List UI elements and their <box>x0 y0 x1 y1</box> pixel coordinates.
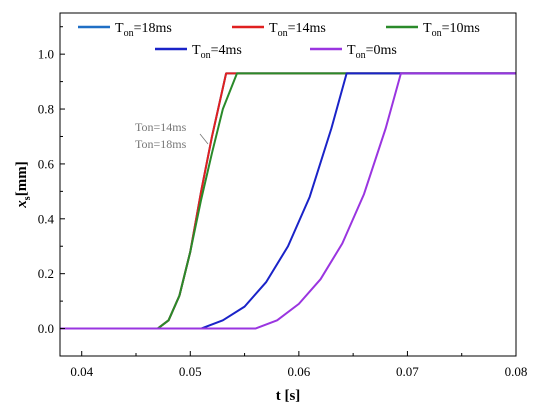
x-axis-label: t [s] <box>276 388 301 404</box>
y-tick-label: 0.4 <box>38 211 55 226</box>
x-tick-label: 0.05 <box>179 364 202 379</box>
y-tick-label: 0.6 <box>38 156 55 171</box>
plot-frame <box>59 12 517 357</box>
series-line-ton-0ms <box>60 72 516 330</box>
x-tick-label: 0.06 <box>287 364 310 379</box>
legend-label: Ton=0ms <box>347 43 397 61</box>
legend-item: Ton=14ms <box>232 21 326 39</box>
legend-label: Ton=18ms <box>115 21 172 39</box>
series-layer <box>60 72 516 330</box>
legend-label: Ton=14ms <box>269 21 326 39</box>
legend-item: Ton=18ms <box>78 21 172 39</box>
y-tick-label: 1.0 <box>38 47 54 62</box>
series-line-ton-10ms <box>60 72 516 330</box>
legend-item: Ton=4ms <box>155 43 242 61</box>
series-line-ton-4ms <box>60 72 516 330</box>
y-axis-label: xs[mm] <box>14 161 33 208</box>
legend-label: Ton=4ms <box>192 43 242 61</box>
legend-item: Ton=0ms <box>310 43 397 61</box>
x-tick-label: 0.08 <box>505 364 528 379</box>
y-tick-label: 0.8 <box>38 102 54 117</box>
legend-layer: Ton=18ms Ton=14ms Ton=10ms Ton=4ms Ton=0ms <box>78 21 480 61</box>
x-tick-label: 0.07 <box>396 364 419 379</box>
y-tick-label: 0.2 <box>38 266 54 281</box>
annotation-layer: Ton=14ms Ton=18ms <box>135 120 209 151</box>
annotation-label: Ton=18ms <box>135 137 187 151</box>
legend-label: Ton=10ms <box>423 21 480 39</box>
annotation-leader-line <box>199 133 209 145</box>
axis-layer: 0.04 0.05 0.06 0.07 0.08 0.0 0.2 0.4 0.6 0.8 1.0 t … <box>14 12 528 404</box>
y-tick-label: 0.0 <box>38 321 54 336</box>
legend-item: Ton=10ms <box>386 21 480 39</box>
x-tick-label: 0.04 <box>70 364 93 379</box>
annotation-label: Ton=14ms <box>135 120 187 134</box>
